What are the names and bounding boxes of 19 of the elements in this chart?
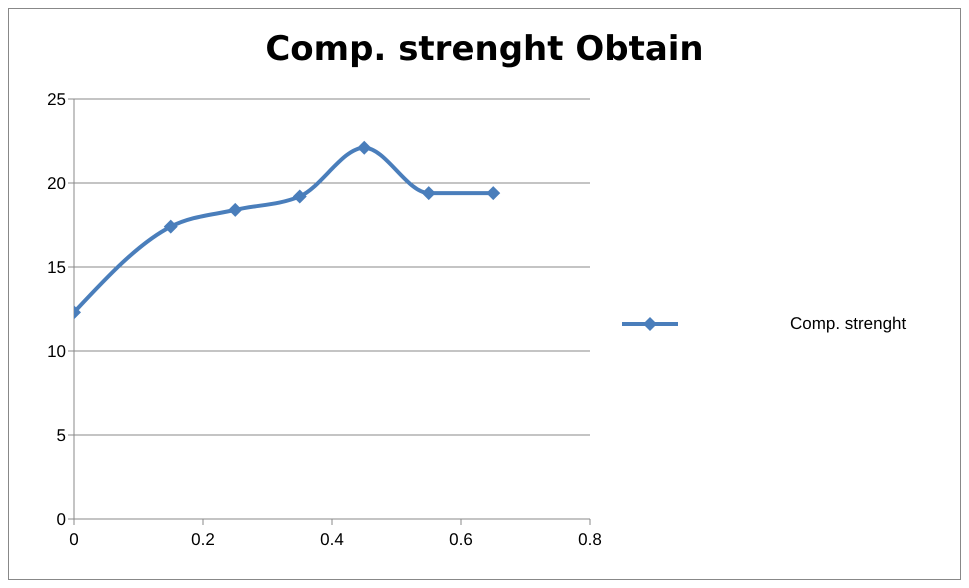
y-tick-label: 5 — [56, 426, 66, 446]
y-tick-label: 20 — [47, 174, 66, 194]
x-tick-label: 0.2 — [191, 530, 215, 550]
point — [164, 220, 178, 234]
x-tick-label: 0.4 — [320, 530, 344, 550]
chart-title: Comp. strenght Obtain — [264, 29, 705, 71]
x-tick-label: 0 — [69, 530, 79, 550]
point — [422, 186, 436, 200]
y-tick-label: 10 — [47, 342, 66, 362]
point — [486, 186, 500, 200]
x-tick-label: 0.8 — [578, 530, 602, 550]
point — [292, 189, 307, 204]
point — [228, 202, 242, 217]
y-tick-label: 0 — [56, 510, 66, 530]
y-tick-label: 15 — [47, 258, 66, 278]
y-tick-label: 25 — [47, 90, 66, 110]
x-tick-label: 0.6 — [449, 530, 473, 550]
text: Comp. strenght — [790, 314, 906, 334]
point — [357, 140, 372, 155]
